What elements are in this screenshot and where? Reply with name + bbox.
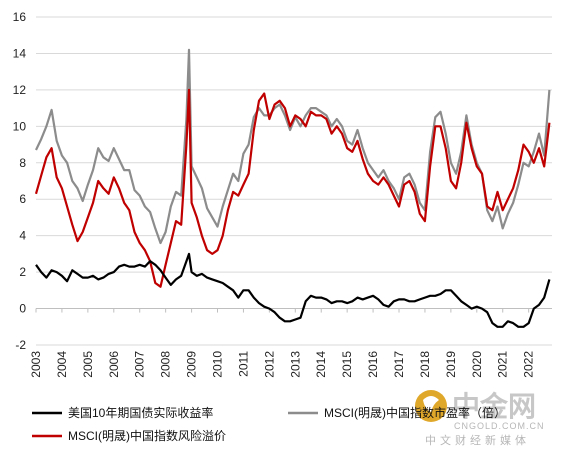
y-tick-label: 4 [19, 229, 26, 243]
x-tick-label: 2013 [288, 351, 302, 378]
x-tick-label: 2004 [55, 351, 69, 378]
watermark-url: CNGOLD.COM.CN [454, 421, 545, 431]
x-tick-label: 2019 [444, 351, 458, 378]
y-tick-label: 12 [13, 83, 27, 97]
watermark: 中金网 CNGOLD.COM.CN 中文财经新媒体 [415, 390, 545, 447]
y-tick-label: 8 [19, 156, 26, 170]
x-tick-label: 2015 [340, 351, 354, 378]
x-tick-label: 2012 [262, 351, 276, 378]
y-tick-label: 14 [13, 46, 27, 60]
series-line-pe [35, 48, 551, 245]
y-tick-labels: -2 0 2 4 6 8 10 12 14 16 [13, 10, 27, 352]
x-tick-label: 2021 [496, 351, 510, 378]
series-lines [34, 48, 551, 328]
legend-label-erp: MSCI(明晟)中国指数风险溢价 [68, 428, 226, 443]
watermark-logo-swirl-icon [423, 396, 439, 412]
y-tick-label: 0 [19, 302, 26, 316]
x-tick-label: 2022 [522, 351, 536, 378]
y-tick-label: 16 [13, 10, 27, 24]
x-tick-label: 2008 [159, 351, 173, 378]
x-tick-label: 2018 [418, 351, 432, 378]
x-tick-label: 2005 [81, 351, 95, 378]
x-tick-label: 2016 [366, 351, 380, 378]
legend-label-real-yield: 美国10年期国债实际收益率 [68, 405, 213, 420]
watermark-brand: 中金网 [452, 390, 536, 423]
x-tick-label: 2007 [133, 351, 147, 378]
x-tick-label: 2009 [185, 351, 199, 378]
x-tick-label: 2003 [29, 351, 43, 378]
y-tick-label: -2 [15, 338, 26, 352]
series-line-real-yield [35, 252, 551, 328]
watermark-slogan: 中文财经新媒体 [425, 433, 530, 447]
x-tick-label: 2011 [236, 351, 250, 377]
legend-label-pe: MSCI(明晟)中国指数市盈率（倍） [324, 405, 506, 420]
x-tick-label: 2017 [392, 351, 406, 378]
x-tick-label: 2010 [211, 351, 225, 378]
series-line-erp [34, 88, 551, 288]
y-tick-label: 2 [19, 265, 26, 279]
y-tick-label: 6 [19, 192, 26, 206]
x-tick-label: 2020 [470, 351, 484, 378]
legend: 美国10年期国债实际收益率 MSCI(明晟)中国指数市盈率（倍） MSCI(明晟… [32, 405, 506, 443]
x-tick-label: 2014 [314, 351, 328, 378]
y-tick-label: 10 [13, 119, 27, 133]
grid-lines [35, 16, 552, 346]
x-tick-label: 2006 [107, 351, 121, 378]
x-tick-labels: 2003 2004 2005 2006 2007 2008 2009 2010 2011 2012… [29, 351, 536, 378]
